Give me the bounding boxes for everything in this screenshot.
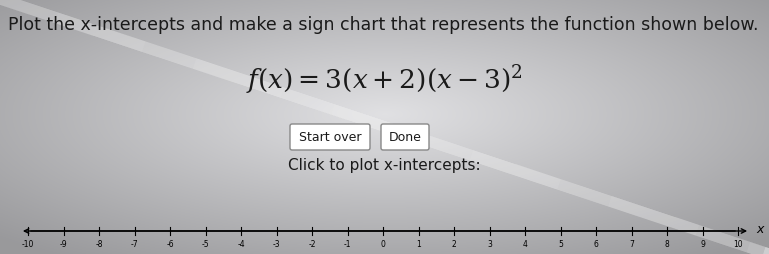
Text: 9: 9: [700, 239, 705, 248]
Text: 7: 7: [629, 239, 634, 248]
Text: 2: 2: [451, 239, 456, 248]
Text: Plot the x-intercepts and make a sign chart that represents the function shown b: Plot the x-intercepts and make a sign ch…: [8, 16, 758, 34]
Text: -4: -4: [237, 239, 245, 248]
FancyBboxPatch shape: [381, 124, 429, 150]
Text: -9: -9: [60, 239, 68, 248]
Text: 8: 8: [664, 239, 669, 248]
Text: $f(x) = 3(x+2)(x-3)^2$: $f(x) = 3(x+2)(x-3)^2$: [245, 63, 522, 96]
Text: -7: -7: [131, 239, 138, 248]
Text: -10: -10: [22, 239, 34, 248]
Text: -6: -6: [166, 239, 174, 248]
Text: Start over: Start over: [298, 131, 361, 144]
Text: x: x: [756, 223, 764, 235]
Text: 10: 10: [733, 239, 743, 248]
Text: -1: -1: [344, 239, 351, 248]
Text: 5: 5: [558, 239, 563, 248]
Text: -8: -8: [95, 239, 103, 248]
Text: Click to plot x-intercepts:: Click to plot x-intercepts:: [288, 158, 481, 173]
Text: 3: 3: [487, 239, 492, 248]
Text: -5: -5: [201, 239, 209, 248]
FancyBboxPatch shape: [290, 124, 370, 150]
Text: -2: -2: [308, 239, 316, 248]
Text: 0: 0: [381, 239, 385, 248]
Text: Done: Done: [388, 131, 421, 144]
Text: 4: 4: [523, 239, 528, 248]
Text: 1: 1: [416, 239, 421, 248]
Text: -3: -3: [273, 239, 281, 248]
Text: 6: 6: [594, 239, 598, 248]
